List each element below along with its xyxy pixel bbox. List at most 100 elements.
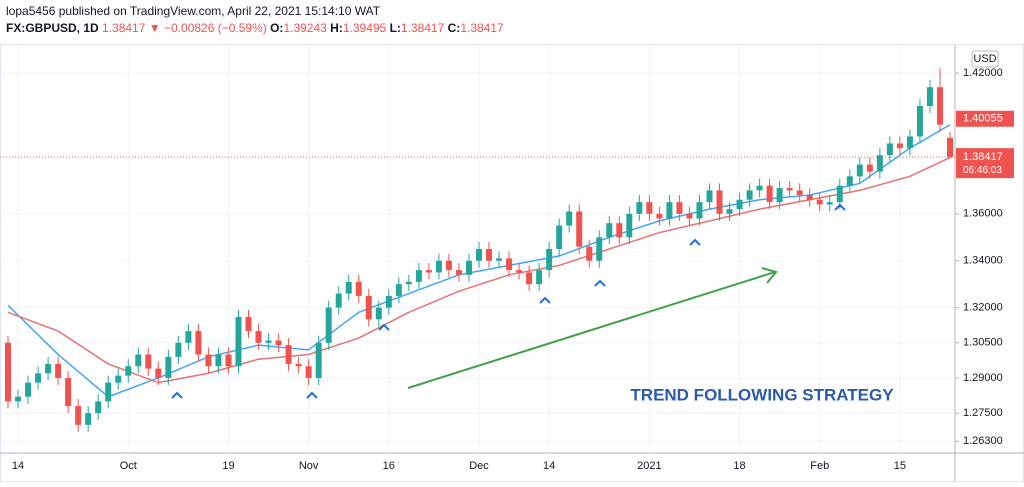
candle-body [165, 356, 172, 378]
currency-box [971, 50, 999, 68]
candle-body [716, 190, 723, 214]
candle-body [586, 246, 593, 261]
candle-body [916, 105, 923, 137]
candle-body [736, 199, 743, 210]
candle-body [115, 375, 122, 383]
symbol: FX:GBPUSD, 1D [6, 21, 99, 35]
marker-price-label: 1.40055 [963, 113, 1003, 125]
candle-body [15, 396, 22, 402]
candle-body [305, 366, 312, 378]
x-tick-label: 2021 [637, 460, 661, 472]
candle-body [205, 354, 212, 367]
h-label: H: [330, 21, 343, 35]
y-tick-label: 1.26300 [963, 435, 1003, 447]
candle-body [576, 211, 583, 247]
candle-body [255, 331, 262, 343]
candle-body [696, 202, 703, 219]
candle-body [616, 223, 623, 238]
candle-body [926, 87, 933, 106]
candle-body [385, 295, 392, 308]
x-tick-label: Oct [120, 460, 137, 472]
x-tick-label: 15 [894, 460, 906, 472]
signal [539, 296, 551, 304]
candle-body [75, 406, 82, 425]
candle-body [5, 342, 11, 402]
moving-average [7, 156, 951, 384]
candle-body [335, 293, 342, 308]
candle-body [435, 260, 442, 273]
candle-body [626, 213, 633, 238]
candle-body [516, 270, 523, 273]
candle-body [726, 209, 733, 214]
candle-body [55, 363, 62, 378]
candle-body [125, 366, 132, 376]
candle-body [315, 342, 322, 378]
last-price-box [956, 148, 1014, 179]
candle-body [295, 363, 302, 367]
annotation: TREND FOLLOWING STRATEGY [630, 385, 894, 404]
candle-body [876, 155, 883, 172]
y-tick-label: 1.36000 [963, 208, 1003, 220]
candle-body [375, 307, 382, 320]
o-label: O: [270, 21, 284, 35]
h: 1.39495 [342, 21, 387, 35]
candle-body [35, 373, 42, 383]
candle-body [405, 281, 412, 285]
candle-body [285, 345, 292, 364]
candle-body [766, 185, 773, 203]
candle-body [486, 249, 493, 261]
candle-body [746, 190, 753, 200]
candle-body [816, 199, 823, 205]
candle-body [656, 213, 663, 219]
candle-body [235, 317, 242, 367]
signals [171, 203, 846, 399]
candle-body [455, 270, 462, 275]
candle-body [756, 185, 763, 191]
candle-body [225, 354, 232, 367]
candle-body [936, 87, 943, 125]
candle-body [395, 284, 402, 296]
signal [834, 203, 846, 211]
x-tick-label: Dec [469, 460, 489, 472]
signal [378, 323, 390, 331]
candle-body [906, 136, 913, 149]
candle-body [947, 137, 953, 158]
candle-body [365, 295, 372, 320]
candle-body [666, 202, 673, 219]
candle-body [546, 249, 553, 271]
candle-body [496, 258, 503, 261]
x-tick-label: 14 [543, 460, 555, 472]
change: −0.00826 (−0.59%) [164, 21, 267, 35]
l: 1.38417 [400, 21, 445, 35]
candle-body [856, 164, 863, 177]
candle-body [215, 354, 222, 367]
candle-body [776, 188, 783, 203]
candle-body [175, 342, 182, 357]
candle-body [896, 143, 903, 149]
c-label: C: [447, 21, 461, 35]
candle-body [85, 413, 92, 425]
signal [306, 391, 318, 399]
candle-body [476, 249, 482, 261]
x-tick-label: Feb [810, 460, 829, 472]
candle-body [786, 188, 793, 191]
candle-body [866, 164, 873, 172]
c: 1.38417 [460, 21, 504, 35]
candle-body [325, 307, 332, 343]
candle-body [796, 190, 803, 196]
trend-arrow [407, 271, 776, 389]
candle-body [145, 354, 152, 369]
candle-body [566, 211, 573, 226]
arrow: ▼ [148, 21, 161, 35]
candle-body [836, 185, 843, 203]
candle-body [686, 213, 693, 219]
candle-body [706, 190, 713, 203]
y-tick-label: 1.27500 [963, 407, 1003, 419]
last: 1.38417 [102, 21, 146, 35]
candle-body [105, 382, 112, 402]
countdown: 06:46:03 [963, 165, 1002, 176]
y-tick-label: 1.30500 [963, 337, 1003, 349]
candle-body [606, 223, 613, 238]
